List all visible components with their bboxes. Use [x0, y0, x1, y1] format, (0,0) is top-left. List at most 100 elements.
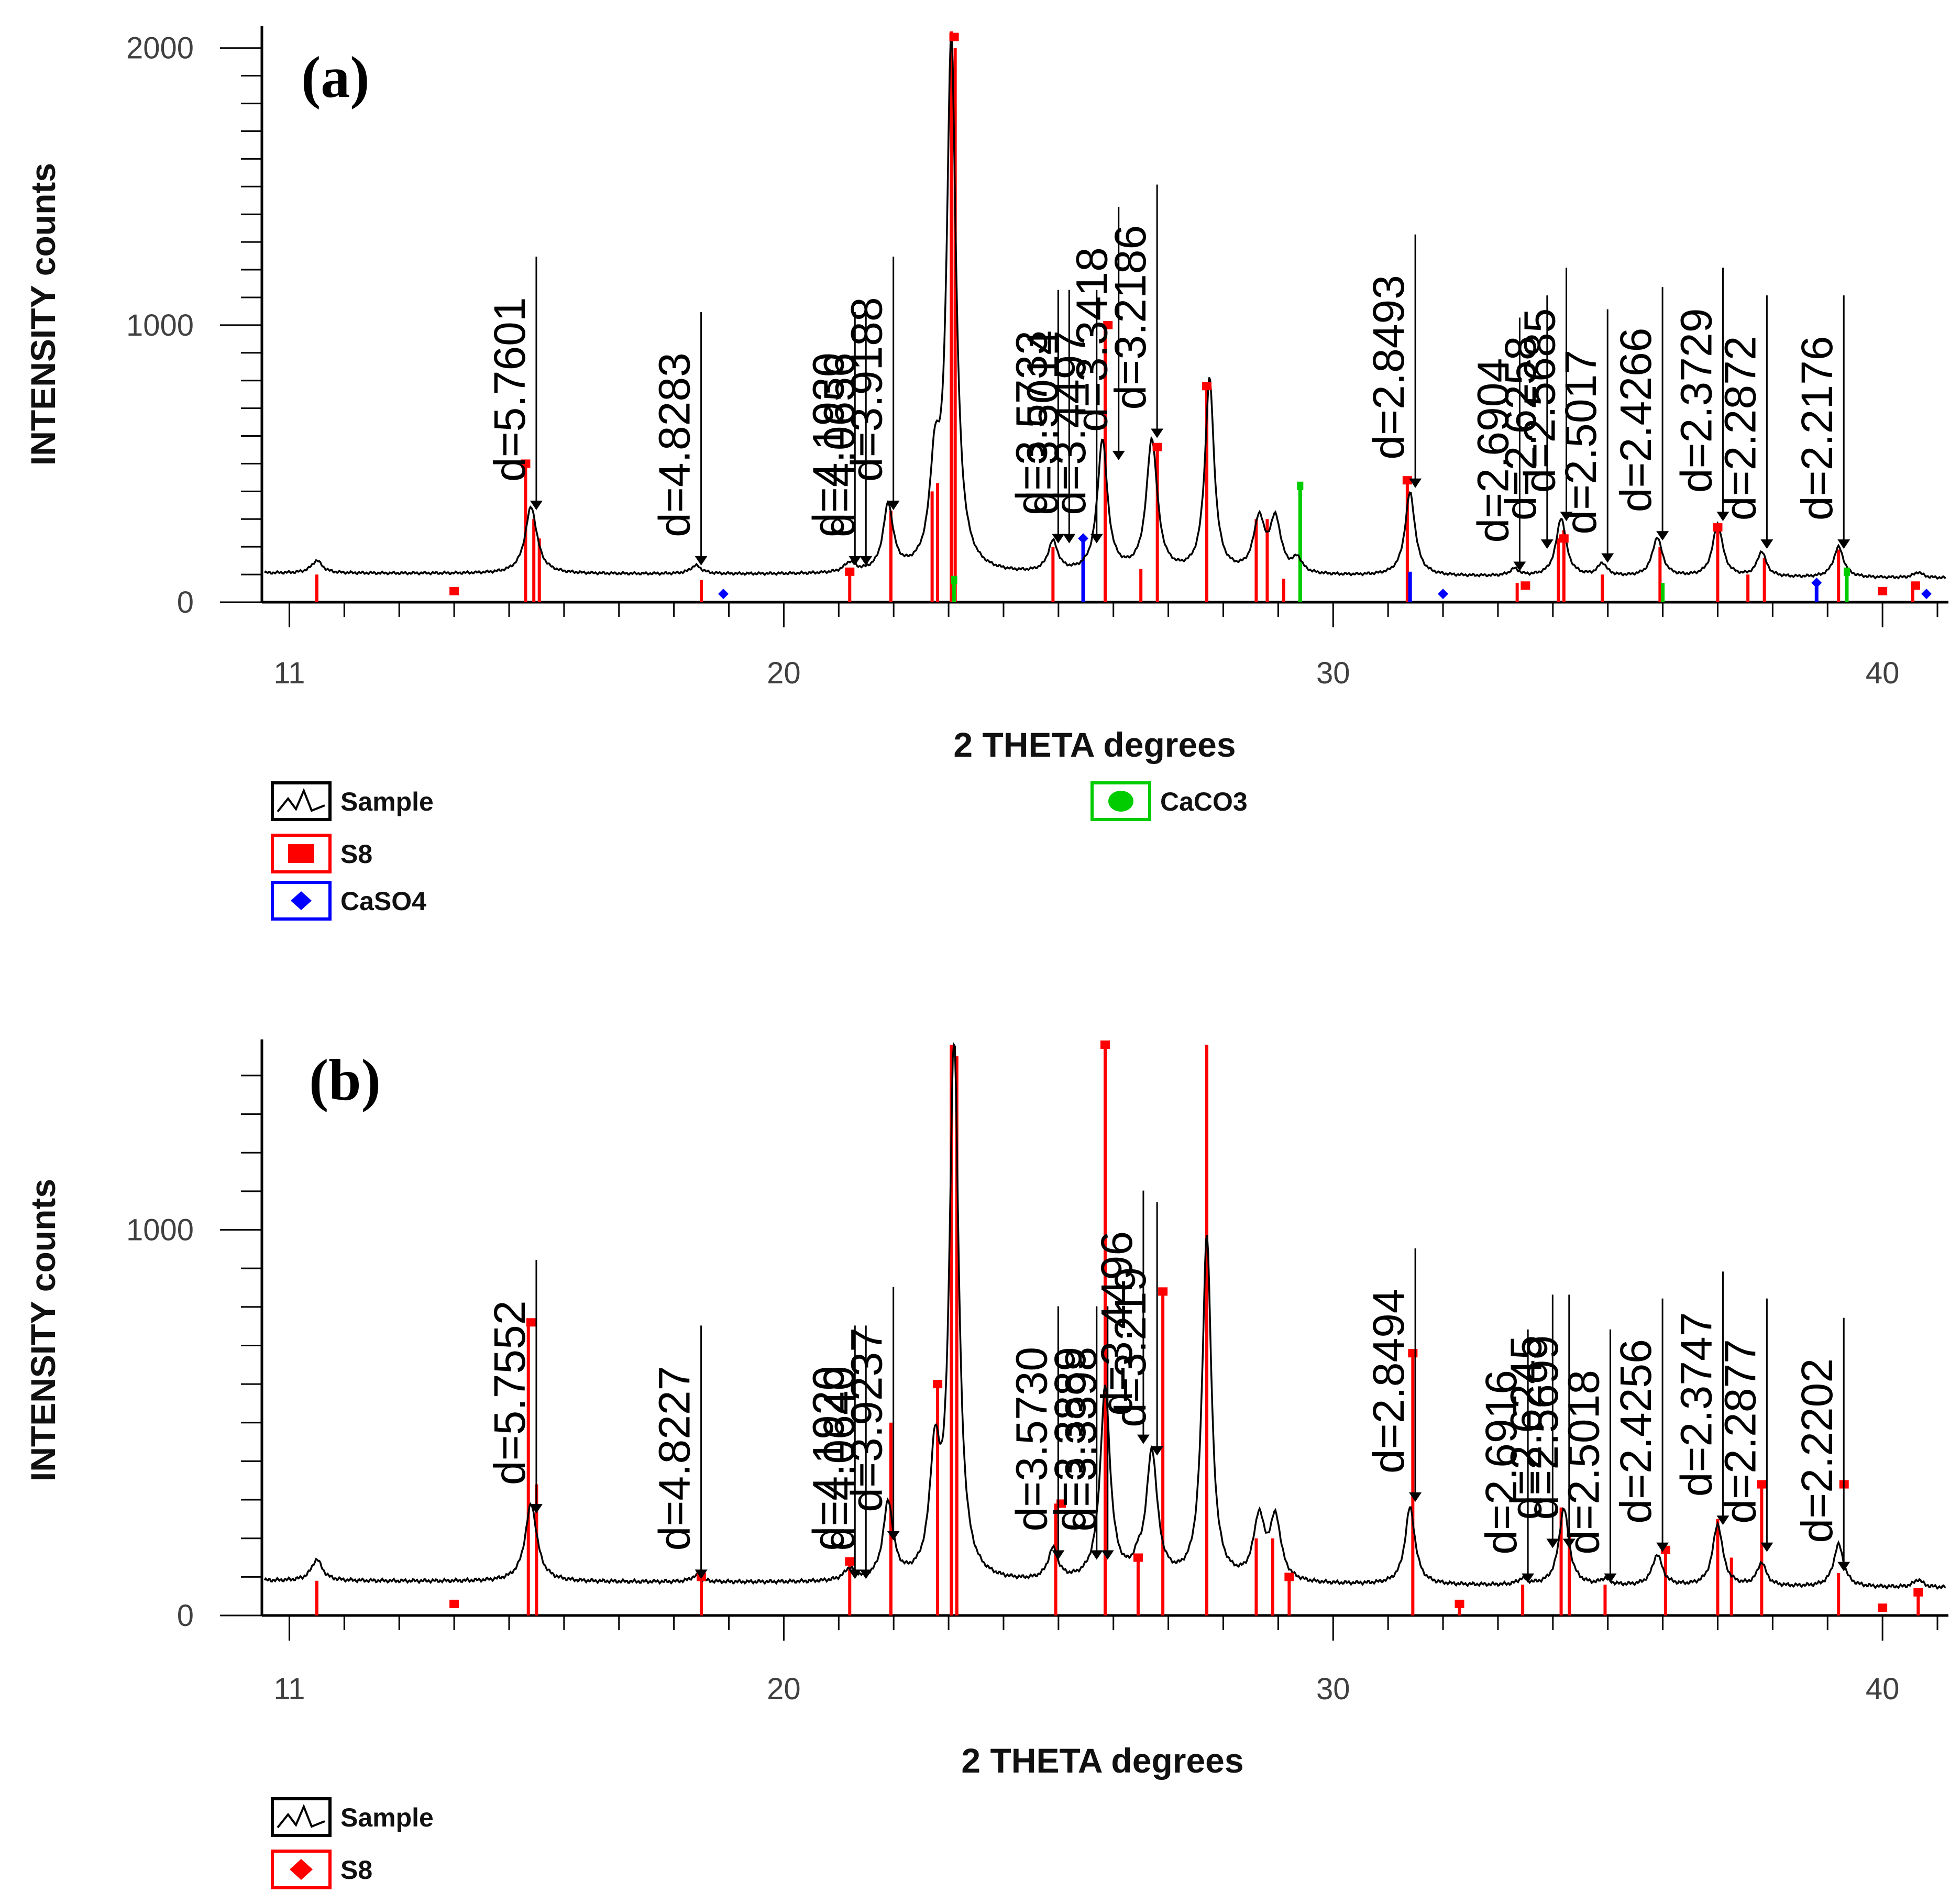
caso4-marker: [718, 589, 729, 600]
peak-marker-triangle: [1560, 512, 1573, 522]
s8-marker: [1103, 320, 1113, 329]
caco3-circle-icon: [1108, 791, 1133, 812]
legend-label: Sample: [340, 787, 434, 816]
d-spacing-label: d=2.3747: [1671, 1312, 1721, 1497]
x-tick-label: 20: [767, 1672, 801, 1706]
x-tick-label: 20: [767, 656, 801, 690]
peak-marker-triangle: [1601, 553, 1614, 563]
peak-marker-triangle: [1151, 428, 1164, 438]
d-spacing-label: d=2.5017: [1556, 350, 1605, 535]
peak-marker-triangle: [1656, 1542, 1669, 1552]
s8-marker: [521, 459, 531, 468]
d-spacing-label: d=3.5730: [1007, 1347, 1056, 1532]
s8-marker: [1878, 586, 1888, 595]
legend-swatch-box: [271, 1797, 332, 1837]
d-spacing-label: d=5.7552: [485, 1300, 534, 1485]
legend-label: CaCO3: [1160, 787, 1248, 816]
caso4-diamond-icon: [291, 891, 312, 910]
y-tick-label: 1000: [126, 1213, 194, 1247]
x-tick-label: 40: [1866, 1672, 1900, 1706]
peak-marker-triangle: [1101, 1550, 1114, 1560]
sample-line-icon: [277, 1803, 325, 1829]
panel-label: (b): [309, 1048, 381, 1113]
peak-marker-triangle: [1540, 539, 1554, 549]
s8-marker: [1455, 1599, 1464, 1608]
caso4-marker: [1078, 533, 1089, 544]
d-spacing-label: d=2.5699: [1518, 1335, 1567, 1520]
d-spacing-label: d=2.3729: [1671, 308, 1721, 493]
legend-label: Sample: [340, 1803, 434, 1832]
caco3-marker: [1297, 481, 1304, 490]
caso4-marker: [1811, 577, 1822, 588]
peak-marker-triangle: [1760, 1542, 1773, 1552]
legend-label: S8: [340, 839, 372, 869]
legend-label: S8: [340, 1855, 372, 1885]
d-spacing-label: d=2.6916: [1477, 1370, 1526, 1555]
peak-marker-triangle: [1052, 534, 1065, 544]
d-spacing-label: d=3.2186: [1106, 225, 1155, 410]
d-spacing-label: d=2.6258: [1496, 336, 1545, 521]
peak-marker-triangle: [1151, 1446, 1164, 1456]
d-spacing-label: d=2.2176: [1792, 336, 1842, 521]
peak-marker-triangle: [1090, 534, 1103, 544]
peak-marker-triangle: [887, 1531, 900, 1541]
y-axis-title: INTENSITY counts: [24, 1179, 62, 1481]
d-spacing-label: d=3.4496: [1092, 1231, 1141, 1416]
s8-marker: [1913, 1588, 1923, 1597]
s8-marker: [1757, 1480, 1767, 1489]
s8-marker: [526, 1318, 536, 1327]
peak-marker-triangle: [1090, 1550, 1103, 1560]
peak-marker-triangle: [1562, 1538, 1576, 1548]
sample-pattern-line: [263, 1042, 1946, 1590]
peak-marker-triangle: [849, 1569, 862, 1579]
sample-pattern-line: [263, 34, 1946, 580]
x-tick-label: 11: [273, 656, 305, 690]
s8-marker: [1133, 1553, 1143, 1562]
sample-line-icon: [277, 788, 325, 813]
peak-marker-triangle: [1656, 531, 1669, 541]
s8-marker: [1100, 1040, 1110, 1049]
caco3-marker: [951, 575, 957, 584]
peak-marker-triangle: [1409, 478, 1422, 488]
d-spacing-label: d=3.9188: [842, 297, 891, 482]
s8-marker: [845, 1557, 855, 1566]
x-tick-label: 11: [273, 1672, 305, 1706]
s8-marker: [449, 1599, 459, 1608]
d-spacing-label: d=3.3398: [1056, 1347, 1106, 1532]
d-spacing-label: d=2.5685: [1515, 308, 1565, 493]
panel-a-chart: 0 1000 2000 11 20 30 40 2 THETA degrees INTENSIT…: [24, 26, 1948, 921]
d-spacing-label: d=4.1930: [803, 352, 853, 537]
x-tick-label: 30: [1316, 656, 1350, 690]
peak-marker-triangle: [1409, 1492, 1422, 1502]
s8-marker: [449, 586, 459, 595]
panel-b-chart: 0 1000 11 20 30 40 2 THETA degrees INTENSITY co…: [24, 1039, 1948, 1889]
y-tick-label: 0: [177, 585, 194, 619]
d-spacing-label: d=2.2202: [1792, 1358, 1842, 1543]
peak-marker-triangle: [887, 501, 900, 511]
s8-marker: [1911, 581, 1921, 590]
peak-marker-triangle: [1137, 1434, 1150, 1444]
d-spacing-label: d=2.2872: [1715, 336, 1765, 521]
legend-item-s8: S8: [271, 1850, 372, 1889]
d-spacing-label: d=2.8493: [1364, 275, 1413, 460]
caco3-marker: [1843, 567, 1850, 576]
s8-square-icon: [288, 844, 314, 863]
peak-marker-triangle: [1604, 1573, 1617, 1583]
peak-marker-triangle: [860, 556, 873, 566]
s8-marker: [1202, 382, 1212, 391]
peak-marker-triangle: [530, 501, 543, 511]
d-spacing-label: d=2.4266: [1611, 328, 1660, 513]
peak-marker-triangle: [1837, 539, 1850, 549]
d-spacing-label: d=3.4497: [1045, 330, 1095, 515]
y-tick-label: 0: [177, 1599, 194, 1633]
x-axis-title: 2 THETA degrees: [953, 725, 1236, 764]
d-spacing-label: d=2.4256: [1611, 1339, 1660, 1524]
s8-marker: [1284, 1573, 1294, 1581]
s8-marker: [933, 1380, 943, 1389]
d-spacing-label: d=3.9237: [842, 1327, 891, 1512]
peak-marker-triangle: [860, 1569, 873, 1579]
d-spacing-label: d=3.219: [1106, 1267, 1155, 1427]
caso4-marker: [1438, 589, 1449, 600]
d-spacing-label: d=4.0640: [814, 1366, 864, 1551]
